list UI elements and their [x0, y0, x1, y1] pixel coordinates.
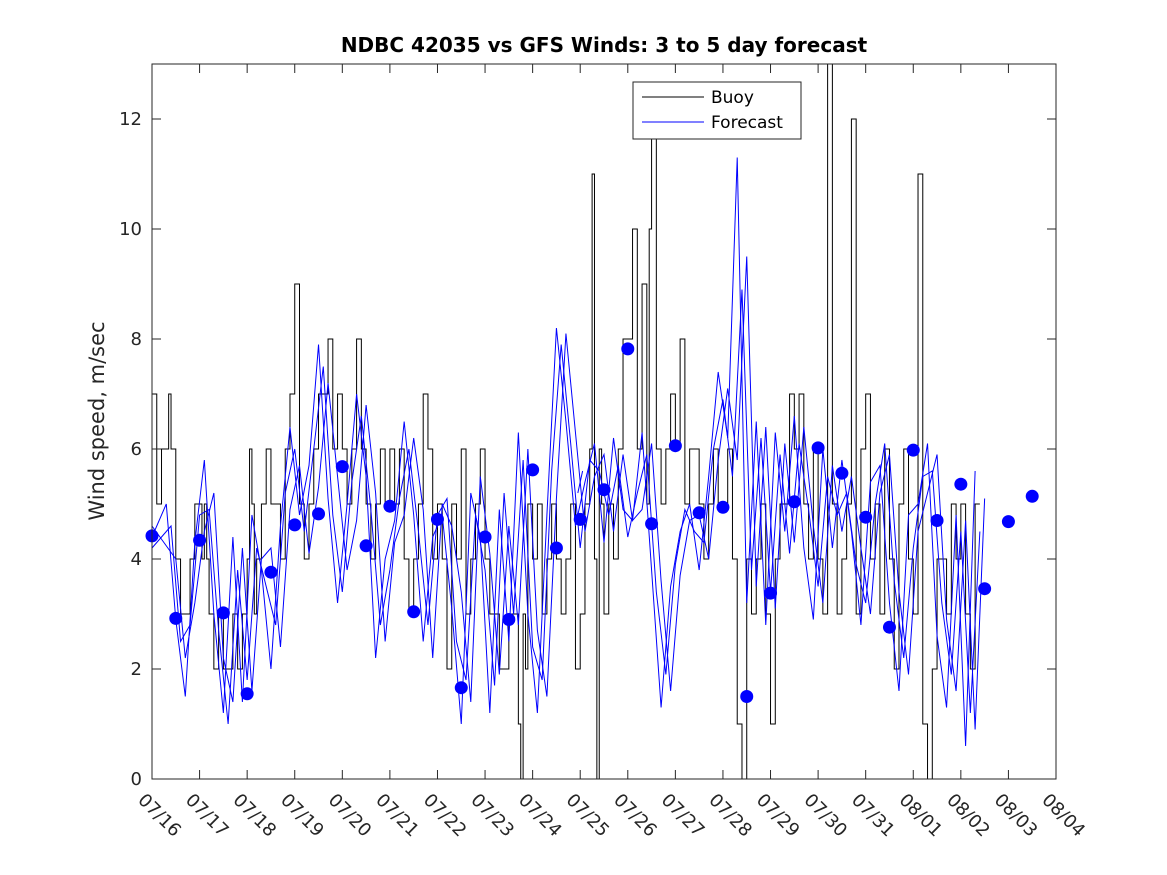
forecast-marker: [216, 606, 230, 620]
forecast-marker: [478, 530, 492, 544]
y-tick-label: 6: [131, 439, 142, 460]
forecast-marker: [978, 582, 992, 596]
forecast-marker: [1001, 515, 1015, 529]
forecast-marker: [1025, 489, 1039, 503]
forecast-marker: [764, 586, 778, 600]
legend-box: [632, 81, 802, 140]
forecast-marker: [930, 514, 944, 527]
y-tick-label: 2: [131, 659, 142, 680]
forecast-marker: [645, 517, 659, 531]
y-tick-label: 8: [131, 329, 142, 350]
forecast-marker: [906, 443, 920, 457]
forecast-marker: [383, 499, 397, 513]
legend-forecast-label: Forecast: [711, 113, 783, 133]
forecast-marker: [454, 681, 468, 695]
chart-title: NDBC 42035 vs GFS Winds: 3 to 5 day fore…: [341, 33, 868, 57]
forecast-marker: [526, 463, 540, 477]
forecast-marker: [359, 539, 373, 553]
axes-box: [151, 63, 1057, 780]
forecast-marker: [407, 605, 421, 619]
forecast-marker: [621, 342, 635, 356]
forecast-marker: [288, 518, 302, 532]
forecast-marker: [740, 690, 754, 703]
forecast-marker: [573, 512, 587, 526]
forecast-marker: [430, 512, 444, 526]
forecast-marker: [502, 613, 516, 626]
series-layer: [151, 63, 986, 780]
forecast-marker: [597, 483, 611, 497]
marker-layer: [145, 342, 1039, 703]
forecast-marker: [787, 495, 801, 509]
plot-area: [152, 64, 1056, 779]
forecast-marker: [549, 541, 563, 555]
forecast-marker: [240, 687, 254, 701]
forecast-marker: [264, 565, 278, 579]
forecast-marker: [811, 441, 825, 455]
forecast-marker: [835, 466, 849, 480]
forecast-marker: [859, 510, 873, 524]
legend-buoy-label: Buoy: [711, 88, 754, 108]
forecast-marker: [954, 477, 968, 491]
forecast-marker: [882, 620, 896, 634]
forecast-series-line-4: [577, 470, 584, 494]
forecast-marker: [668, 439, 682, 453]
forecast-series-line-2: [151, 289, 981, 725]
forecast-marker: [716, 500, 730, 514]
forecast-series-line-3: [151, 256, 986, 730]
y-tick-label: 12: [119, 109, 142, 130]
forecast-marker: [692, 506, 706, 520]
y-tick-label: 4: [131, 549, 142, 570]
forecast-marker: [312, 507, 326, 521]
y-tick-label: 10: [119, 219, 142, 240]
legend: Buoy Forecast: [632, 81, 802, 140]
y-tick-label: 0: [131, 769, 142, 790]
y-axis-label: Wind speed, m/sec: [85, 321, 109, 520]
forecast-marker: [169, 611, 183, 625]
forecast-marker: [193, 533, 207, 547]
forecast-marker: [335, 460, 349, 474]
